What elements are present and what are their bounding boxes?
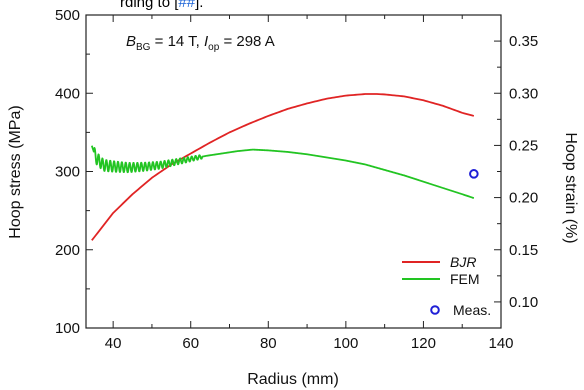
y2-tick-labels: 0.10 0.15 0.20 0.25 0.30 0.35	[509, 33, 538, 311]
top-caption: rding to [##].	[120, 0, 203, 11]
series-line-fem	[90, 145, 475, 199]
series-line-bjr	[91, 93, 475, 241]
y2-tick-label: 0.15	[509, 242, 538, 259]
y2-tick-label: 0.25	[509, 137, 538, 154]
annotation-i-symbol: I	[204, 33, 208, 50]
meas-data-point	[469, 169, 479, 179]
y-tick-label: 500	[55, 7, 80, 24]
legend: BJR FEM Meas.	[402, 254, 491, 318]
y-tick-label: 300	[55, 164, 80, 181]
y2-tick-label: 0.20	[509, 190, 538, 207]
x-tick-label: 140	[488, 335, 513, 352]
legend-label-meas: Meas.	[453, 302, 491, 318]
y2-tick-label: 0.35	[509, 33, 538, 50]
legend-label-bjr: BJR	[450, 254, 476, 270]
y-tick-label: 400	[55, 85, 80, 102]
y2-tick-label: 0.10	[509, 294, 538, 311]
tick-marks	[86, 14, 502, 329]
x-tick-labels: 40 60 80 100 120 140	[105, 335, 514, 352]
y-tick-label: 100	[55, 320, 80, 337]
annotation: BBG = 14 T, Iop = 298 A	[126, 33, 275, 53]
annotation-i-rest: = 298 A	[219, 33, 274, 50]
series-lines	[90, 93, 479, 241]
caption-reference-link[interactable]: ##	[178, 0, 196, 11]
y-axis-title: Hoop stress (MPa)	[7, 105, 24, 238]
y-tick-labels: 100 200 300 400 500	[55, 7, 80, 337]
y-tick-label: 200	[55, 242, 80, 259]
x-tick-label: 100	[333, 335, 358, 352]
legend-label-fem: FEM	[450, 271, 480, 287]
annotation-b-sub: BG	[136, 42, 151, 53]
caption-text-prefix: rding to [	[120, 0, 179, 11]
y2-axis-title: Hoop strain (%)	[562, 132, 579, 243]
annotation-b-rest: = 14 T,	[150, 33, 204, 50]
annotation-b-symbol: B	[126, 33, 136, 50]
x-tick-label: 80	[260, 335, 277, 352]
annotation-i-sub: op	[208, 42, 220, 53]
plot-frame	[85, 14, 502, 329]
x-tick-label: 120	[411, 335, 436, 352]
x-tick-label: 60	[182, 335, 199, 352]
legend-marker-meas	[430, 305, 440, 315]
caption-text-suffix: ].	[195, 0, 204, 11]
x-axis-title: Radius (mm)	[247, 371, 339, 388]
y2-tick-label: 0.30	[509, 85, 538, 102]
x-tick-label: 40	[105, 335, 122, 352]
